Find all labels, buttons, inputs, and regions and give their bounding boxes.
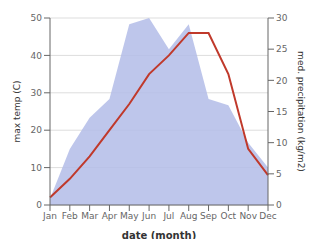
svg-text:Oct: Oct — [221, 211, 237, 221]
svg-text:Feb: Feb — [62, 211, 78, 221]
svg-text:0: 0 — [276, 200, 282, 210]
svg-text:Aug: Aug — [180, 211, 198, 221]
svg-text:10: 10 — [31, 163, 43, 173]
svg-text:Sep: Sep — [200, 211, 217, 221]
svg-text:date (month): date (month) — [122, 230, 196, 239]
svg-text:20: 20 — [276, 76, 288, 86]
svg-text:med. precipitation (kg/m2): med. precipitation (kg/m2) — [296, 51, 306, 172]
svg-text:40: 40 — [31, 51, 43, 61]
svg-text:25: 25 — [276, 44, 287, 54]
svg-text:Dec: Dec — [259, 211, 276, 221]
svg-text:0: 0 — [36, 200, 42, 210]
svg-text:30: 30 — [276, 13, 288, 23]
svg-text:Jul: Jul — [162, 211, 174, 221]
svg-text:20: 20 — [31, 125, 43, 135]
svg-text:Nov: Nov — [239, 211, 257, 221]
svg-text:15: 15 — [276, 107, 287, 117]
svg-text:10: 10 — [276, 138, 288, 148]
svg-text:Apr: Apr — [102, 211, 118, 221]
svg-text:50: 50 — [31, 13, 43, 23]
svg-text:Jan: Jan — [42, 211, 57, 221]
svg-text:5: 5 — [276, 169, 282, 179]
svg-text:Mar: Mar — [81, 211, 98, 221]
svg-text:max temp (C): max temp (C) — [12, 80, 22, 142]
svg-text:May: May — [120, 211, 139, 221]
svg-text:Jun: Jun — [141, 211, 156, 221]
svg-text:30: 30 — [31, 88, 43, 98]
